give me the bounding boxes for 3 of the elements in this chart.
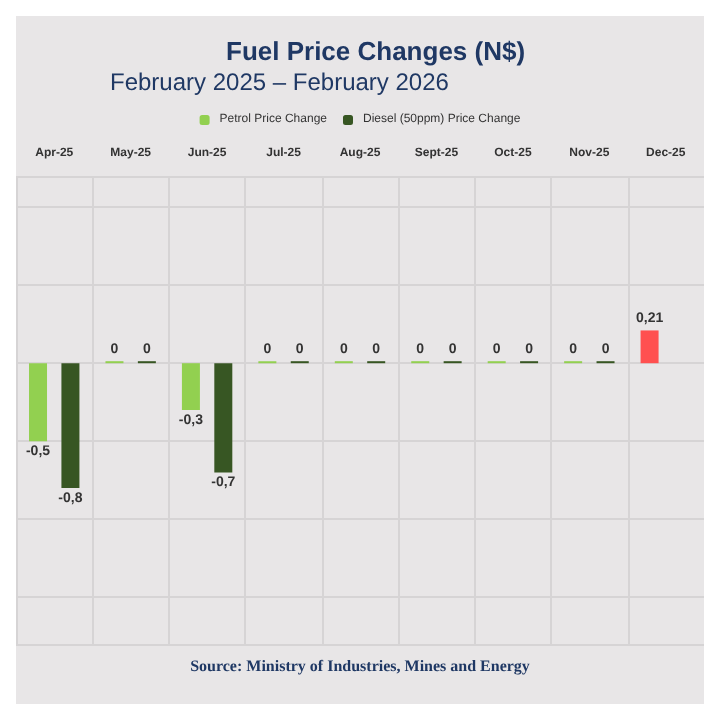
chart-title: Fuel Price Changes (N$): [226, 36, 526, 66]
source-note: Source: Ministry of Industries, Mines and Energy: [190, 657, 530, 675]
chart-subtitle: February 2025 – February 2026: [110, 68, 450, 96]
